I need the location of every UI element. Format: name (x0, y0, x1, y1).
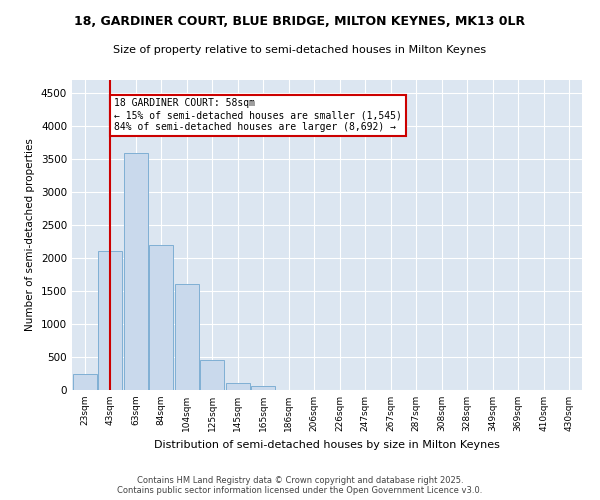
Text: Size of property relative to semi-detached houses in Milton Keynes: Size of property relative to semi-detach… (113, 45, 487, 55)
Bar (226, 384, 250, 390)
Bar (98, 252, 122, 390)
Text: 18 GARDINER COURT: 58sqm
← 15% of semi-detached houses are smaller (1,545)
84% o: 18 GARDINER COURT: 58sqm ← 15% of semi-d… (114, 98, 402, 132)
Text: 18, GARDINER COURT, BLUE BRIDGE, MILTON KEYNES, MK13 0LR: 18, GARDINER COURT, BLUE BRIDGE, MILTON … (74, 15, 526, 28)
Bar (124, 152, 148, 390)
Bar (251, 386, 275, 390)
Y-axis label: Number of semi-detached properties: Number of semi-detached properties (25, 138, 35, 332)
Text: Contains HM Land Registry data © Crown copyright and database right 2025.
Contai: Contains HM Land Registry data © Crown c… (118, 476, 482, 495)
Bar (149, 245, 173, 390)
X-axis label: Distribution of semi-detached houses by size in Milton Keynes: Distribution of semi-detached houses by … (154, 440, 500, 450)
Bar (73, 374, 97, 390)
Bar (175, 284, 199, 390)
Bar (200, 360, 224, 390)
